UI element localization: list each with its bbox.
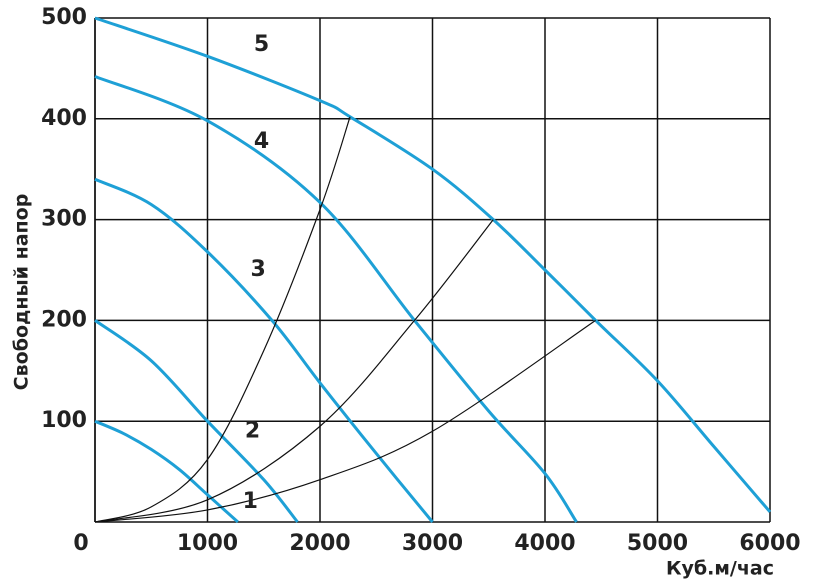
curve — [94, 16, 772, 513]
curve — [94, 116, 351, 523]
curve-label: 2 — [245, 418, 260, 443]
x-tick-label: 4000 — [514, 531, 575, 556]
curve-label: 3 — [250, 257, 265, 282]
x-tick-label: 1000 — [177, 531, 238, 556]
x-axis-label: Куб.м/час — [666, 558, 774, 580]
curve-label: 5 — [254, 32, 269, 57]
curve — [94, 177, 434, 523]
y-tick-label: 100 — [41, 408, 87, 433]
x-tick-label: 6000 — [739, 531, 800, 556]
curve — [94, 319, 596, 523]
curve — [94, 419, 239, 524]
y-tick-label: 200 — [41, 307, 87, 332]
curve-label: 4 — [254, 129, 269, 154]
curve — [94, 219, 494, 523]
x-tick-label: 3000 — [402, 531, 463, 556]
y-tick-label: 400 — [41, 106, 87, 131]
y-axis-label: Свободный напор — [11, 194, 33, 391]
y-tick-label: 300 — [41, 207, 87, 232]
curve — [94, 75, 578, 523]
x-tick-label: 2000 — [289, 531, 350, 556]
curve — [94, 319, 299, 523]
x-tick-label: 5000 — [627, 531, 688, 556]
curve-label: 1 — [243, 489, 258, 514]
y-tick-label: 500 — [41, 5, 87, 30]
x-tick-label: 0 — [73, 531, 88, 556]
